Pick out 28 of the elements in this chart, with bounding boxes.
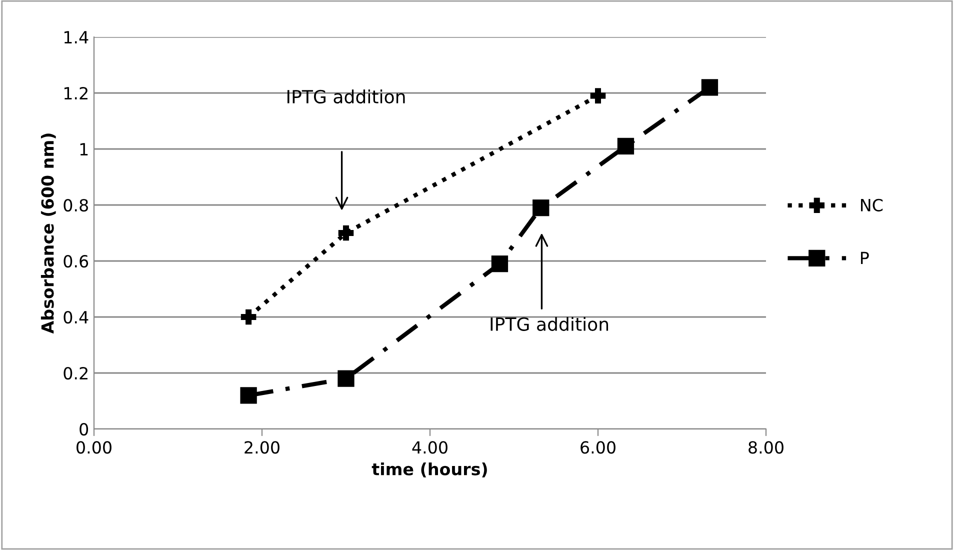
y-axis-title: Absorbance (600 nm) — [40, 134, 56, 334]
y-tick-label: 0.4 — [64, 310, 88, 324]
point — [532, 199, 550, 216]
point — [240, 387, 257, 404]
point — [617, 138, 634, 155]
legend-label: P — [861, 252, 869, 264]
x-tick-label: 8.00 — [748, 441, 784, 454]
point — [491, 255, 508, 272]
annotation: IPTG addition — [287, 90, 405, 104]
y-tick-label: 0.6 — [64, 254, 88, 268]
y-tick-label: 1.2 — [64, 86, 88, 100]
x-tick-label: 0.00 — [76, 441, 112, 454]
legend-label: NC — [861, 198, 883, 212]
y-tick-label: 0.2 — [64, 366, 88, 380]
point — [338, 370, 354, 387]
x-axis-title: time (hours) — [372, 462, 487, 478]
point — [338, 225, 354, 241]
y-tick-label: 0 — [80, 422, 88, 436]
x-tick-label: 2.00 — [244, 441, 280, 454]
point — [590, 88, 606, 104]
x-tick-label: 6.00 — [580, 441, 616, 454]
point — [240, 309, 256, 325]
annotation: IPTG addition — [490, 317, 608, 331]
y-tick-label: 1.4 — [64, 31, 88, 44]
x-tick-label: 4.00 — [412, 441, 448, 454]
point — [701, 79, 718, 96]
y-tick-label: 0.8 — [64, 198, 88, 212]
y-tick-label: 1 — [80, 143, 88, 156]
